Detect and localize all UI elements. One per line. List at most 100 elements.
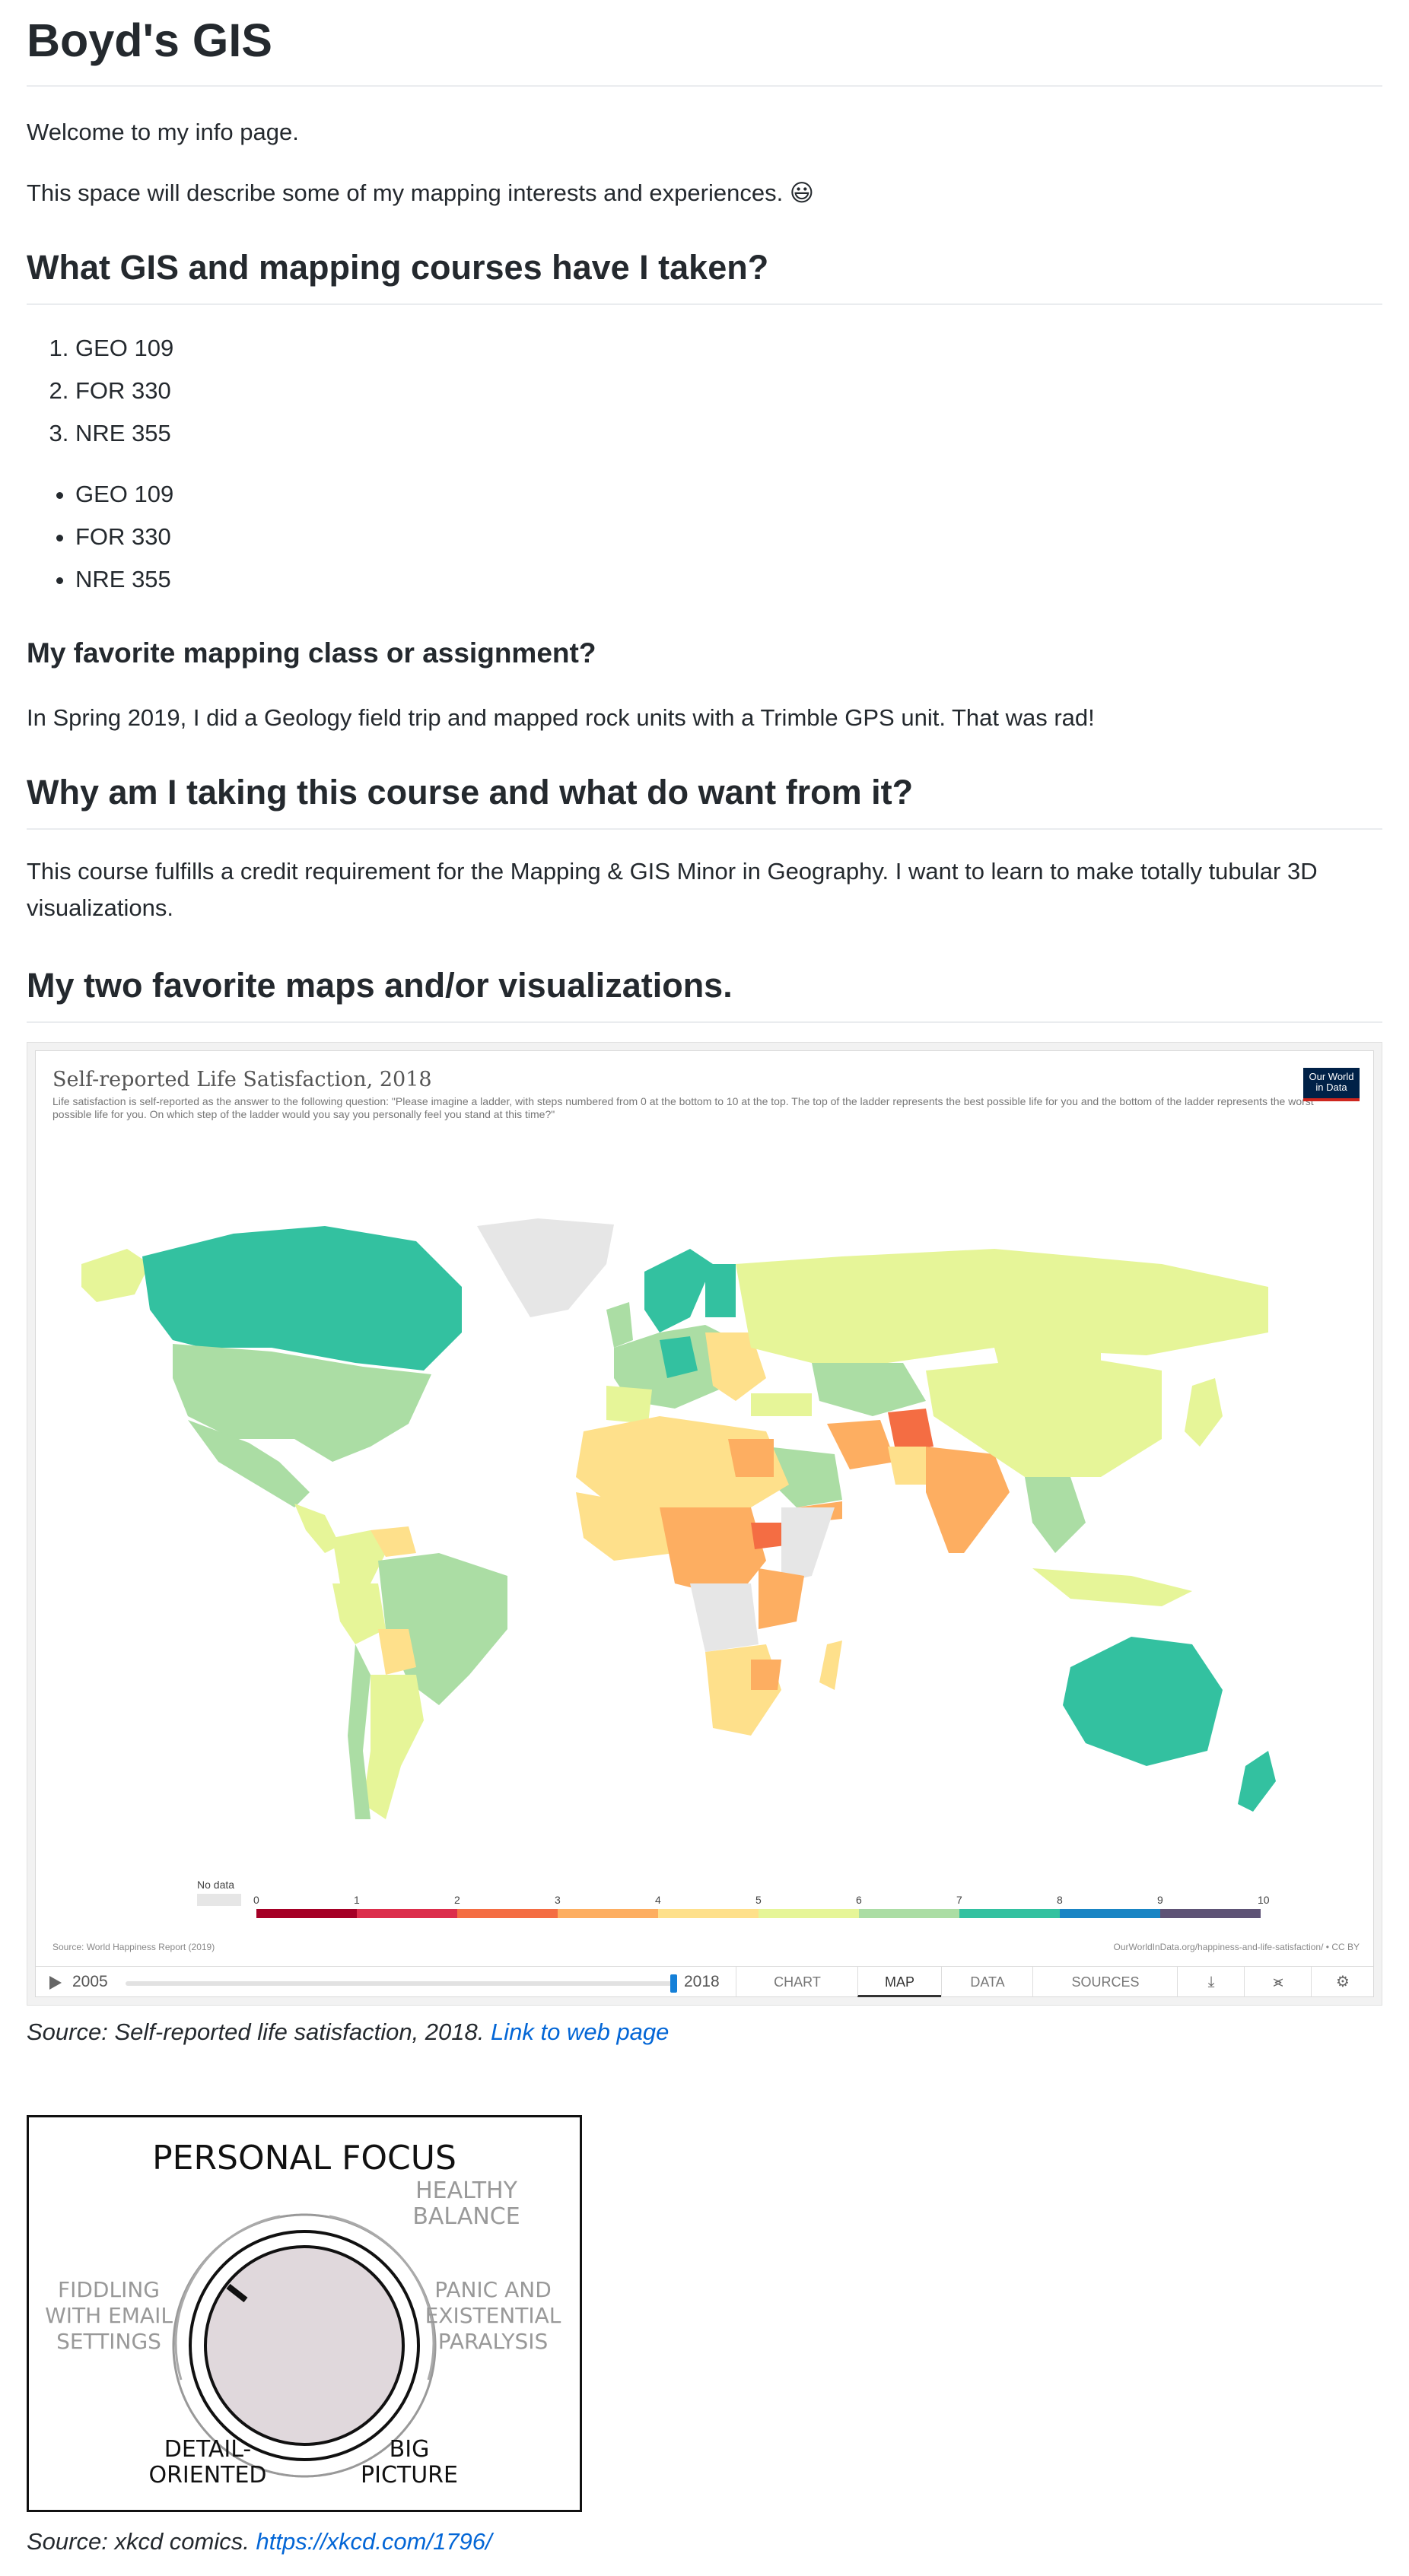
country-germany [660, 1336, 698, 1378]
legend-color-segment [1060, 1909, 1160, 1918]
country-kazakhstan [812, 1363, 926, 1416]
country-new-zealand [1238, 1751, 1276, 1812]
divider [27, 828, 1382, 830]
welcome-text: Welcome to my info page. [27, 119, 299, 145]
legend-color-segment [1160, 1909, 1261, 1918]
country-uk [606, 1302, 633, 1348]
legend-color-segment [959, 1909, 1060, 1918]
country-peru [332, 1583, 386, 1644]
legend-tick-label: 3 [555, 1894, 561, 1906]
why-heading: Why am I taking this course and what do … [27, 773, 914, 812]
country-japan [1185, 1378, 1223, 1447]
country-alaska [81, 1249, 150, 1302]
list-item: GEO 109 [75, 473, 173, 516]
country-mongolia [994, 1348, 1101, 1378]
legend-tick-label: 2 [454, 1894, 460, 1906]
courses-unordered-list: GEO 109 FOR 330 NRE 355 [27, 473, 173, 601]
timeline-track[interactable] [126, 1981, 673, 1986]
tab-chart[interactable]: CHART [736, 1967, 858, 1997]
xkcd-link[interactable]: https://xkcd.com/1796/ [256, 2528, 492, 2555]
list-item: GEO 109 [75, 327, 173, 370]
country-greenland [477, 1218, 614, 1317]
country-china [926, 1355, 1162, 1477]
why-text: This course fulfills a credit requiremen… [27, 858, 1318, 921]
country-tanzania [759, 1568, 804, 1629]
legend-nodata-label: No data [197, 1879, 235, 1891]
legend-tick-label: 1 [354, 1894, 360, 1906]
legend-tick-label: 0 [253, 1894, 259, 1906]
list-item: NRE 355 [75, 558, 173, 601]
timeline-handle[interactable] [670, 1974, 677, 1993]
download-icon[interactable]: ⤓ [1177, 1967, 1245, 1997]
country-canada [142, 1226, 462, 1371]
legend-tick-label: 6 [856, 1894, 862, 1906]
legend-color-segment [457, 1909, 558, 1918]
central-africa [660, 1507, 766, 1599]
legend-nodata-swatch [197, 1894, 241, 1906]
country-mexico [188, 1420, 310, 1507]
gear-icon[interactable]: ⚙ [1311, 1967, 1374, 1997]
logo-text: Our World [1309, 1071, 1354, 1082]
legend-color-segment [859, 1909, 959, 1918]
world-map[interactable] [81, 1218, 1314, 1872]
country-madagascar [819, 1641, 842, 1690]
label-detail-oriented: DETAIL-ORIENTED [148, 2436, 267, 2489]
divider [27, 1021, 1382, 1023]
owid-logo[interactable]: Our World in Data [1303, 1068, 1360, 1101]
focus-dial [172, 2213, 437, 2478]
country-chile [348, 1644, 371, 1819]
owid-chart-embed: Self-reported Life Satisfaction, 2018 Li… [27, 1042, 1382, 2006]
country-zimbabwe [751, 1660, 781, 1690]
caption-xkcd: Source: xkcd comics. https://xkcd.com/17… [27, 2524, 492, 2560]
courses-ordered-list: GEO 109 FOR 330 NRE 355 [27, 327, 173, 455]
country-drc [690, 1583, 759, 1652]
country-russia [736, 1249, 1268, 1363]
caption-text: Source: xkcd comics. [27, 2528, 250, 2555]
country-colombia [332, 1530, 386, 1583]
legend-color-segment [658, 1909, 759, 1918]
country-pakistan [888, 1447, 926, 1485]
legend-tick-label: 4 [655, 1894, 661, 1906]
label-panic: PANIC AND EXISTENTIAL PARALYSIS [425, 2277, 561, 2354]
share-icon[interactable]: ⪤ [1244, 1967, 1312, 1997]
chart-source: Source: World Happiness Report (2019) [52, 1942, 215, 1952]
courses-heading: What GIS and mapping courses have I take… [27, 248, 769, 287]
country-finland [705, 1264, 736, 1317]
eastern-europe [705, 1332, 766, 1401]
country-australia [1063, 1637, 1223, 1766]
country-india [926, 1447, 1010, 1553]
favorite-class-heading: My favorite mapping class or assignment? [27, 637, 596, 669]
favorites-heading: My two favorite maps and/or visualizatio… [27, 966, 733, 1005]
comic-title: PERSONAL FOCUS [152, 2139, 456, 2177]
west-africa [576, 1492, 675, 1561]
tab-data[interactable]: DATA [941, 1967, 1033, 1997]
country-usa [173, 1344, 431, 1462]
owid-web-link[interactable]: Link to web page [491, 2019, 670, 2045]
chart-controls: 2005 2018 CHART MAP DATA SOURCES ⤓ ⪤ ⚙ [36, 1966, 1373, 1997]
southeast-asia [1025, 1477, 1086, 1553]
tab-map[interactable]: MAP [857, 1967, 941, 1997]
caption-owid: Source: Self-reported life satisfaction,… [27, 2014, 669, 2050]
label-big-picture: BIG PICTURE [361, 2436, 458, 2489]
play-icon[interactable] [49, 1976, 62, 1990]
legend-tick-label: 9 [1157, 1894, 1163, 1906]
divider [27, 85, 1382, 87]
chart-title: Self-reported Life Satisfaction, 2018 [52, 1068, 432, 1091]
country-turkey [751, 1393, 812, 1416]
country-egypt [728, 1439, 774, 1477]
tab-sources[interactable]: SOURCES [1032, 1967, 1178, 1997]
xkcd-comic: PERSONAL FOCUS HEALTHY BALANCE FIDDLING … [27, 2115, 582, 2512]
country-spain [606, 1386, 652, 1424]
indonesia [1032, 1568, 1192, 1606]
label-healthy-balance: HEALTHY BALANCE [412, 2177, 520, 2230]
list-item: FOR 330 [75, 516, 173, 558]
country-south-sudan [751, 1523, 785, 1549]
country-iran [827, 1420, 895, 1469]
central-america [294, 1504, 340, 1553]
legend-color-segment [759, 1909, 859, 1918]
country-saudi-arabia [766, 1447, 842, 1507]
chart-subtitle: Life satisfaction is self-reported as th… [52, 1095, 1314, 1120]
owid-chart: Self-reported Life Satisfaction, 2018 Li… [35, 1050, 1374, 1997]
legend-color-segment [256, 1909, 357, 1918]
